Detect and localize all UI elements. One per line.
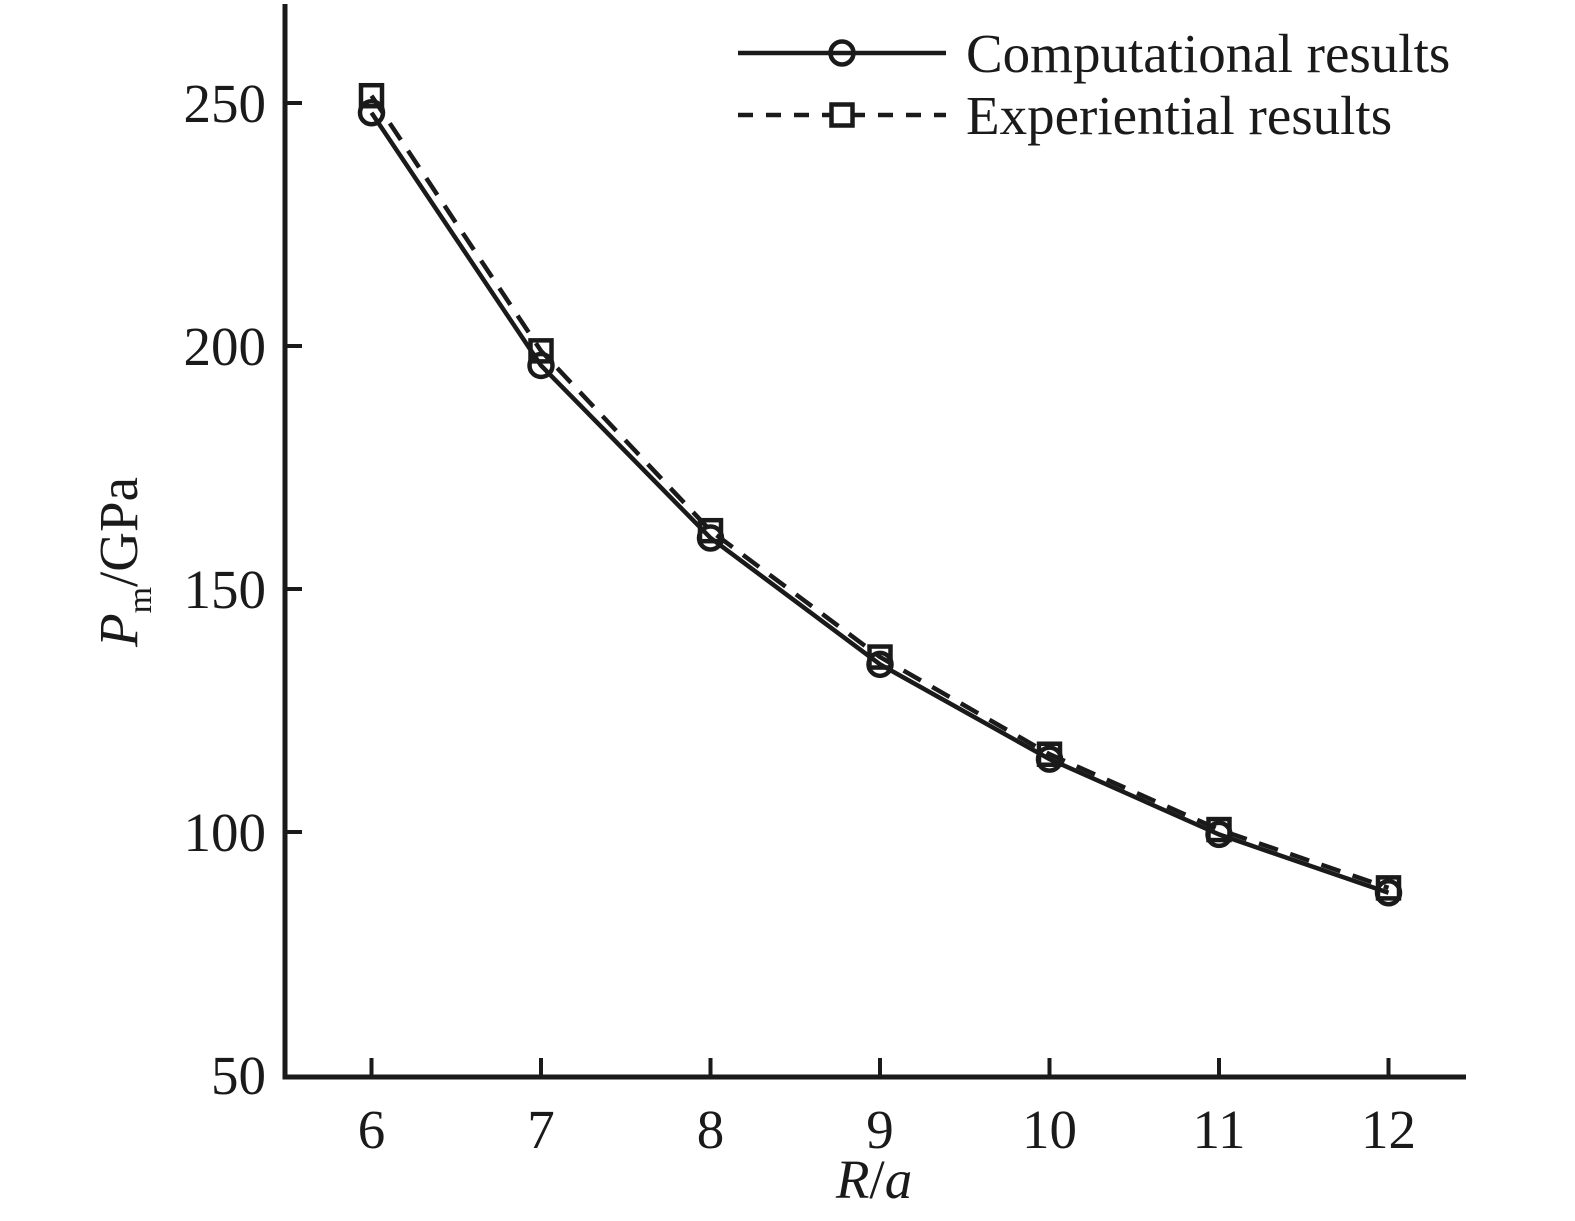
series-line-computational (369, 111, 1390, 895)
data-marker-circle (1035, 745, 1064, 773)
chart-legend: Computational results Experiential resul… (736, 22, 1450, 146)
y-tick-label: 200 (184, 316, 267, 377)
axis-title-part: P (88, 613, 149, 648)
x-tick-label: 10 (1022, 1099, 1077, 1160)
x-tick-label: 7 (527, 1099, 555, 1160)
axis-title-part: / (869, 1149, 885, 1210)
data-marker-circle (1374, 879, 1403, 907)
legend-item-computational: Computational results (736, 22, 1450, 84)
series-line-experiential (369, 94, 1390, 891)
legend-sample-solid-circle (738, 39, 946, 67)
x-tick-label: 11 (1193, 1099, 1246, 1160)
legend-sample-dashed-square (738, 102, 946, 128)
data-marker-circle (1205, 820, 1233, 849)
axis-title-part: m (122, 587, 159, 613)
y-tick-label: 250 (184, 73, 267, 134)
data-marker-square (358, 82, 385, 109)
data-marker-circle (866, 650, 894, 679)
x-tick-label: 9 (866, 1099, 894, 1160)
x-tick-label: 6 (358, 1099, 386, 1160)
y-tick-label: 150 (184, 559, 267, 620)
legend-label-computational: Computational results (966, 22, 1451, 84)
legend-item-experiential: Experiential results (736, 84, 1450, 146)
legend-marker-square-icon (829, 102, 855, 128)
axis-title-part: /GPa (88, 477, 149, 587)
x-axis-title: R/a (835, 1149, 912, 1210)
x-tick-label: 8 (697, 1099, 725, 1160)
y-axis-title: Pm/GPa (88, 477, 159, 648)
axis-title-part: a (885, 1149, 913, 1210)
data-marker-circle (527, 351, 555, 380)
legend-label-experiential: Experiential results (966, 84, 1393, 146)
y-tick-label: 100 (184, 802, 267, 863)
y-tick-label: 50 (211, 1045, 266, 1106)
x-tick-label: 12 (1361, 1099, 1416, 1160)
data-marker-circle (357, 98, 386, 127)
legend-marker-circle-icon (828, 39, 856, 67)
axis-title-part: R (835, 1149, 870, 1210)
data-marker-circle (696, 524, 725, 552)
